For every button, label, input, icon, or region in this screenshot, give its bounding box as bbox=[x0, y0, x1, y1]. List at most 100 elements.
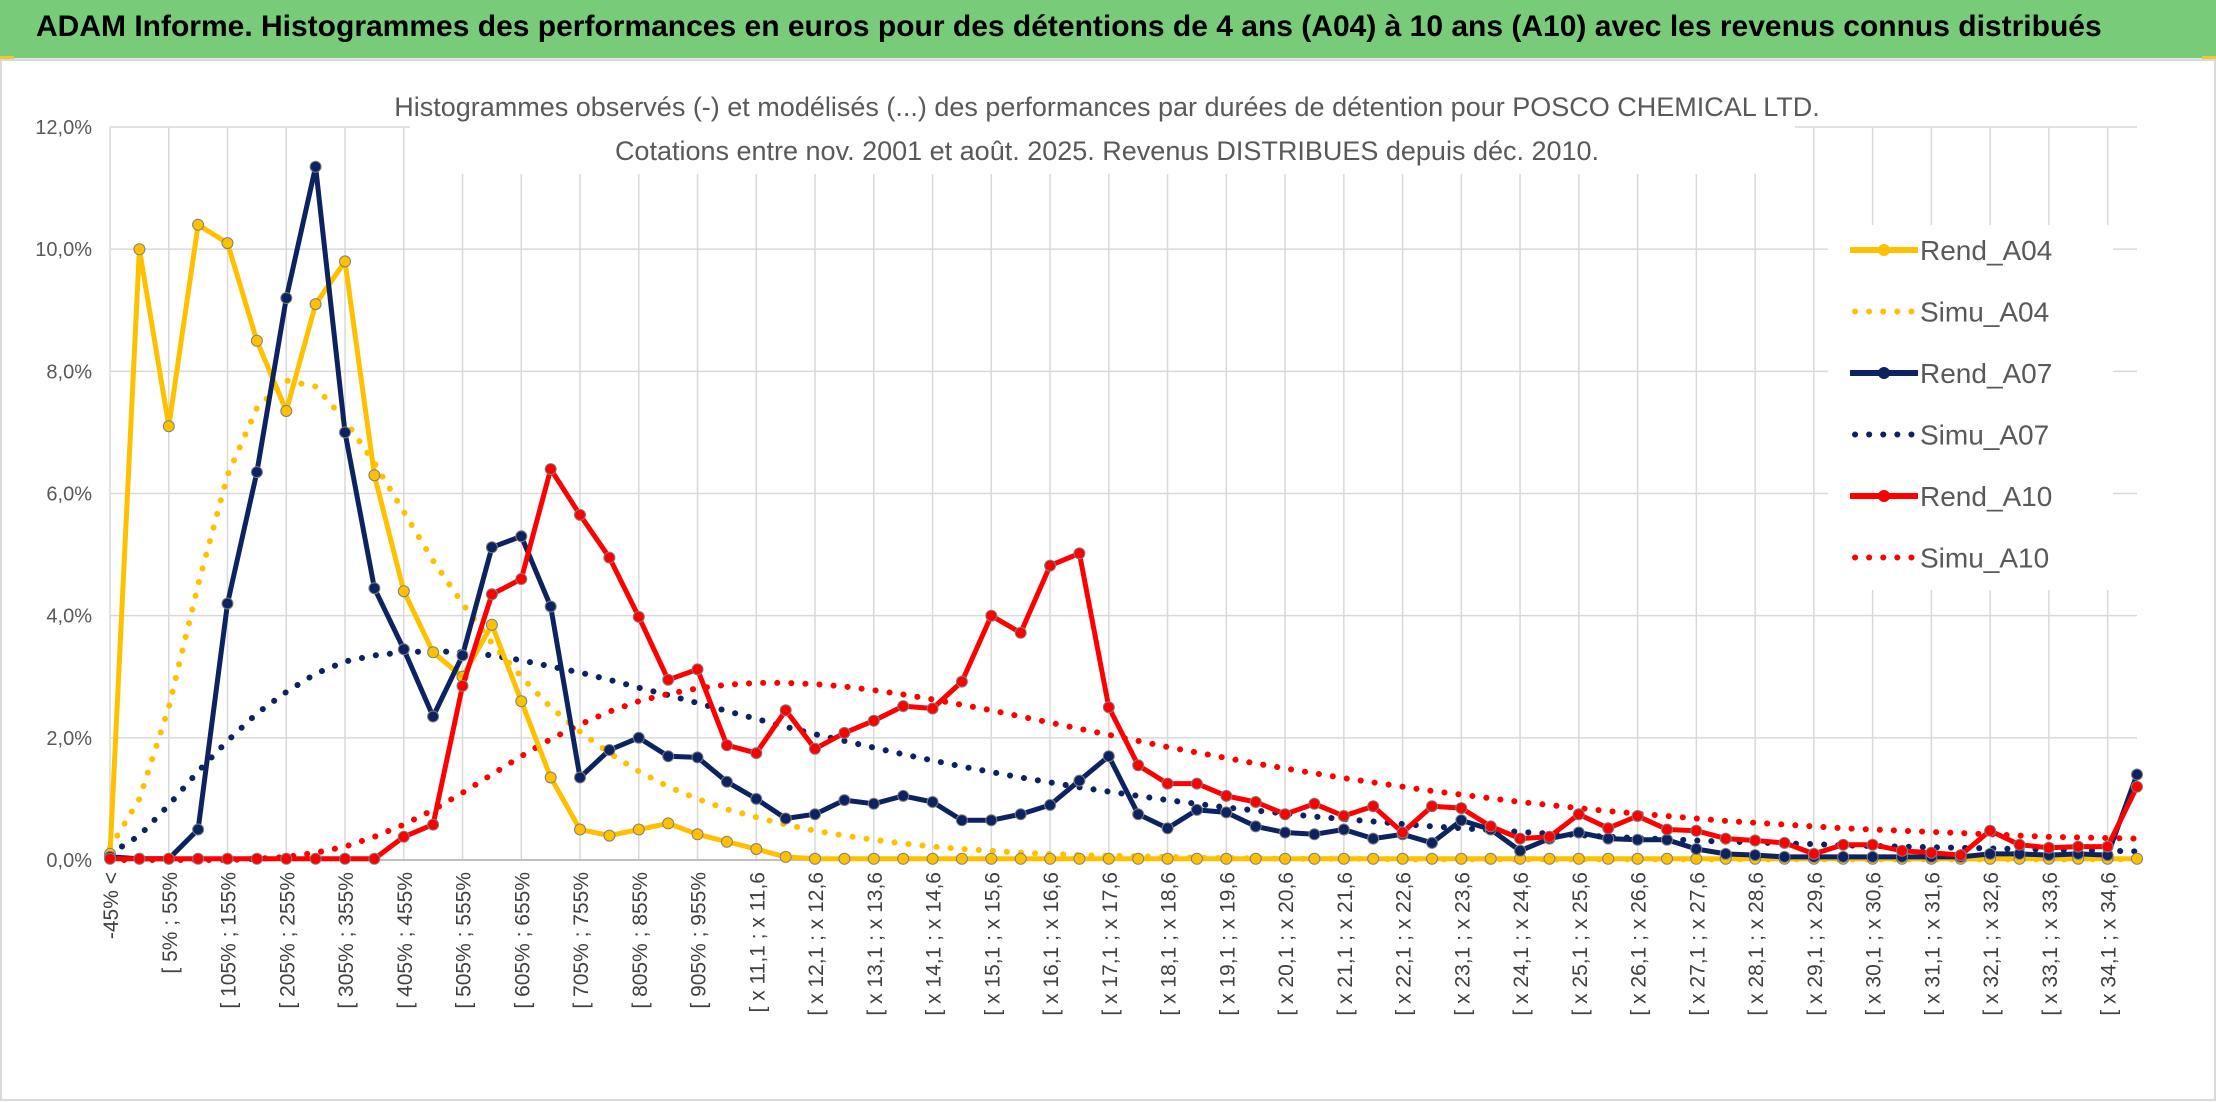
data-point bbox=[1778, 850, 1791, 863]
data-point bbox=[809, 808, 821, 821]
data-point bbox=[1426, 852, 1438, 865]
legend-marker bbox=[1878, 244, 1890, 256]
data-point bbox=[2131, 852, 2143, 865]
data-point bbox=[427, 818, 440, 831]
data-point bbox=[985, 609, 998, 622]
data-point bbox=[1455, 852, 1468, 865]
chart-subtitle: Cotations entre nov. 2001 et août. 2025.… bbox=[615, 136, 1599, 166]
data-point bbox=[309, 298, 322, 311]
data-point bbox=[339, 255, 351, 268]
x-tick-label: [ x 30,1 ; x 30,6 bbox=[1863, 872, 1886, 1016]
right-accent-marker bbox=[2202, 56, 2216, 60]
data-point bbox=[2101, 840, 2114, 853]
data-point bbox=[1014, 808, 1027, 821]
data-point bbox=[280, 405, 293, 417]
data-point bbox=[632, 610, 645, 623]
x-tick-label: [ x 24,1 ; x 24,6 bbox=[1510, 872, 1533, 1016]
data-point bbox=[926, 702, 939, 715]
x-tick-label: [ x 29,1 ; x 29,6 bbox=[1804, 872, 1827, 1016]
data-point bbox=[1249, 796, 1262, 808]
data-point bbox=[368, 852, 381, 865]
y-tick-label: 6,0% bbox=[46, 484, 92, 506]
data-point bbox=[1984, 847, 1997, 860]
data-point bbox=[574, 771, 586, 784]
data-point bbox=[897, 852, 910, 865]
x-tick-label: [ x 33,1 ; x 33,6 bbox=[2039, 872, 2062, 1016]
data-point bbox=[1190, 777, 1203, 790]
data-point bbox=[779, 704, 792, 717]
data-point bbox=[456, 649, 469, 662]
x-tick-label: [ x 18,1 ; x 18,6 bbox=[1158, 872, 1181, 1016]
data-point bbox=[1631, 810, 1644, 822]
legend-label-Rend_A07[interactable]: Rend_A07 bbox=[1920, 358, 2052, 389]
legend-label-Simu_A10[interactable]: Simu_A10 bbox=[1920, 543, 2049, 574]
data-point bbox=[955, 852, 968, 865]
x-tick-label: [ x 19,1 ; x 19,6 bbox=[1216, 872, 1239, 1016]
data-point bbox=[1190, 803, 1203, 816]
data-point bbox=[133, 243, 146, 256]
y-tick-label: 2,0% bbox=[46, 728, 92, 750]
data-point bbox=[1455, 802, 1468, 815]
data-point bbox=[544, 600, 557, 613]
data-point bbox=[1837, 850, 1850, 863]
data-point bbox=[1719, 847, 1732, 860]
data-point bbox=[1602, 832, 1615, 845]
data-point bbox=[720, 775, 733, 788]
x-tick-label: [ x 13,1 ; x 13,6 bbox=[864, 872, 887, 1016]
data-point bbox=[809, 742, 821, 755]
series-line-Rend_A10 bbox=[110, 466, 2140, 862]
x-tick-label: [ 805% ; 855% bbox=[629, 872, 652, 1009]
legend-label-Rend_A10[interactable]: Rend_A10 bbox=[1920, 481, 2052, 512]
data-point bbox=[397, 585, 410, 598]
legend-label-Simu_A04[interactable]: Simu_A04 bbox=[1920, 297, 2049, 328]
x-tick-label: [ 905% ; 955% bbox=[688, 872, 711, 1009]
x-tick-label: -45% < bbox=[100, 872, 123, 939]
data-point bbox=[1044, 852, 1057, 865]
y-tick-label: 0,0% bbox=[46, 850, 92, 872]
x-tick-label: [ x 23,1 ; x 23,6 bbox=[1451, 872, 1474, 1016]
data-point bbox=[2131, 780, 2143, 793]
legend-label-Rend_A04[interactable]: Rend_A04 bbox=[1920, 235, 2052, 266]
data-point bbox=[955, 675, 968, 688]
data-point bbox=[955, 814, 968, 827]
x-tick-label: [ x 12,1 ; x 12,6 bbox=[805, 872, 828, 1016]
x-tick-label: [ x 27,1 ; x 27,6 bbox=[1686, 872, 1709, 1016]
data-point bbox=[1367, 800, 1380, 813]
legend-label-Simu_A07[interactable]: Simu_A07 bbox=[1920, 420, 2049, 451]
y-tick-label: 12,0% bbox=[35, 117, 92, 139]
data-point bbox=[926, 852, 939, 865]
data-point bbox=[1220, 852, 1233, 865]
data-point bbox=[720, 739, 733, 752]
data-point bbox=[1367, 852, 1380, 865]
data-point bbox=[574, 823, 586, 836]
data-point bbox=[1602, 822, 1615, 835]
data-point bbox=[1102, 750, 1115, 763]
data-point bbox=[662, 750, 675, 763]
data-point bbox=[1984, 824, 1997, 837]
series-line-Rend_A07 bbox=[109, 164, 2140, 862]
data-point bbox=[1044, 559, 1057, 572]
data-point bbox=[1396, 826, 1409, 839]
data-point bbox=[1455, 814, 1468, 827]
data-point bbox=[1749, 849, 1762, 862]
data-point bbox=[1866, 850, 1879, 863]
data-point bbox=[1279, 826, 1292, 839]
report-title: ADAM Informe. Histogrammes des performan… bbox=[36, 10, 2102, 43]
x-tick-label: [ x 16,1 ; x 16,6 bbox=[1040, 872, 1063, 1016]
data-point bbox=[1837, 838, 1850, 851]
x-tick-label: [ 5% ; 55% bbox=[159, 872, 182, 974]
data-point bbox=[1308, 828, 1321, 841]
x-tick-label: [ x 32,1 ; x 32,6 bbox=[1980, 872, 2003, 1016]
data-point bbox=[485, 588, 498, 601]
chart-frame bbox=[0, 59, 2216, 1101]
data-point bbox=[691, 663, 704, 676]
data-point bbox=[162, 420, 175, 433]
data-point bbox=[515, 530, 528, 543]
data-point bbox=[515, 573, 528, 585]
data-point bbox=[1220, 789, 1233, 802]
legend[interactable]: Rend_A04 Simu_A04 Rend_A07 Simu_A07 Rend_A10… bbox=[1828, 225, 2113, 590]
data-point bbox=[1102, 701, 1115, 714]
data-point bbox=[1161, 777, 1174, 790]
x-tick-label: [ 605% ; 655% bbox=[511, 872, 534, 1009]
data-point bbox=[192, 823, 205, 836]
